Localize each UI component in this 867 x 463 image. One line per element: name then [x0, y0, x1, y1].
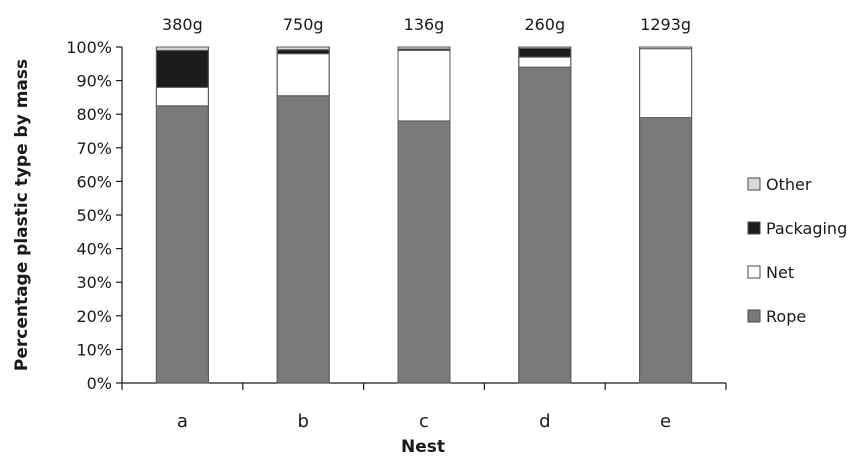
y-tick-label: 60% [76, 172, 112, 191]
legend-label: Rope [766, 307, 806, 326]
bar-outline [155, 46, 209, 384]
bar-segment-net [518, 56, 572, 68]
bar-stack-a [155, 46, 209, 384]
bar-segment-packaging [155, 49, 209, 88]
legend-item-rope: Rope [747, 307, 806, 326]
x-tick-label: e [660, 411, 671, 432]
y-tick-label: 80% [76, 105, 112, 124]
legend: Other Packaging Net Rope [747, 175, 847, 326]
bar-segment-net [397, 49, 451, 122]
y-tick-label: 20% [76, 307, 112, 326]
bar-outline [276, 46, 330, 384]
x-tick-label: a [177, 411, 188, 432]
legend-swatch [747, 265, 761, 279]
legend-swatch [747, 221, 761, 235]
y-tick-label: 30% [76, 273, 112, 292]
bar-segment-packaging [276, 49, 330, 55]
y-tick-label: 100% [66, 38, 112, 57]
bar-outline [397, 46, 451, 384]
total-mass-label: 136g [404, 15, 445, 34]
legend-item-packaging: Packaging [747, 219, 847, 238]
bar-segment-rope [276, 95, 330, 384]
legend-item-other: Other [747, 175, 812, 194]
bar-outline [518, 46, 572, 384]
x-axis-title: Nest [401, 437, 445, 457]
total-mass-labels: 380g 750g 136g 260g 1293g [162, 15, 691, 34]
y-tick-label: 40% [76, 240, 112, 259]
bar-segment-rope [639, 117, 693, 384]
y-tick-label: 10% [76, 340, 112, 359]
x-tick-label: b [297, 411, 308, 432]
bar-segment-net [639, 48, 693, 119]
total-mass-label: 750g [283, 15, 324, 34]
legend-swatch [747, 177, 761, 191]
legend-item-net: Net [747, 263, 794, 282]
bar-stack-d [518, 46, 572, 384]
legend-label: Net [766, 263, 794, 282]
bar-stack-c [397, 46, 451, 384]
y-tick-label: 0% [87, 374, 112, 393]
bar-stack-e [639, 46, 693, 384]
bars [155, 46, 693, 384]
legend-label: Packaging [766, 219, 847, 238]
y-tick-label: 50% [76, 206, 112, 225]
legend-swatch [747, 309, 761, 323]
bar-stack-b [276, 46, 330, 384]
total-mass-label: 380g [162, 15, 203, 34]
y-tick-label: 90% [76, 72, 112, 91]
x-tick-label: c [419, 411, 429, 432]
y-axis-title: Percentage plastic type by mass [12, 59, 32, 371]
bar-segment-rope [155, 105, 209, 384]
y-axis: 0% 10% 20% 30% 40% 50% 60% 70% 80% 90% 100% [66, 38, 123, 393]
bar-segment-net [276, 53, 330, 97]
x-axis: a b c d e [121, 382, 727, 432]
x-tick-label: d [539, 411, 550, 432]
legend-label: Other [766, 175, 812, 194]
bar-segment-rope [518, 66, 572, 384]
bar-segment-rope [397, 120, 451, 384]
bar-outline [639, 46, 693, 384]
bar-segment-net [155, 86, 209, 107]
y-tick-label: 70% [76, 139, 112, 158]
total-mass-label: 1293g [640, 15, 691, 34]
bar-segment-packaging [518, 47, 572, 58]
bar-segment-other [155, 46, 209, 51]
total-mass-label: 260g [524, 15, 565, 34]
